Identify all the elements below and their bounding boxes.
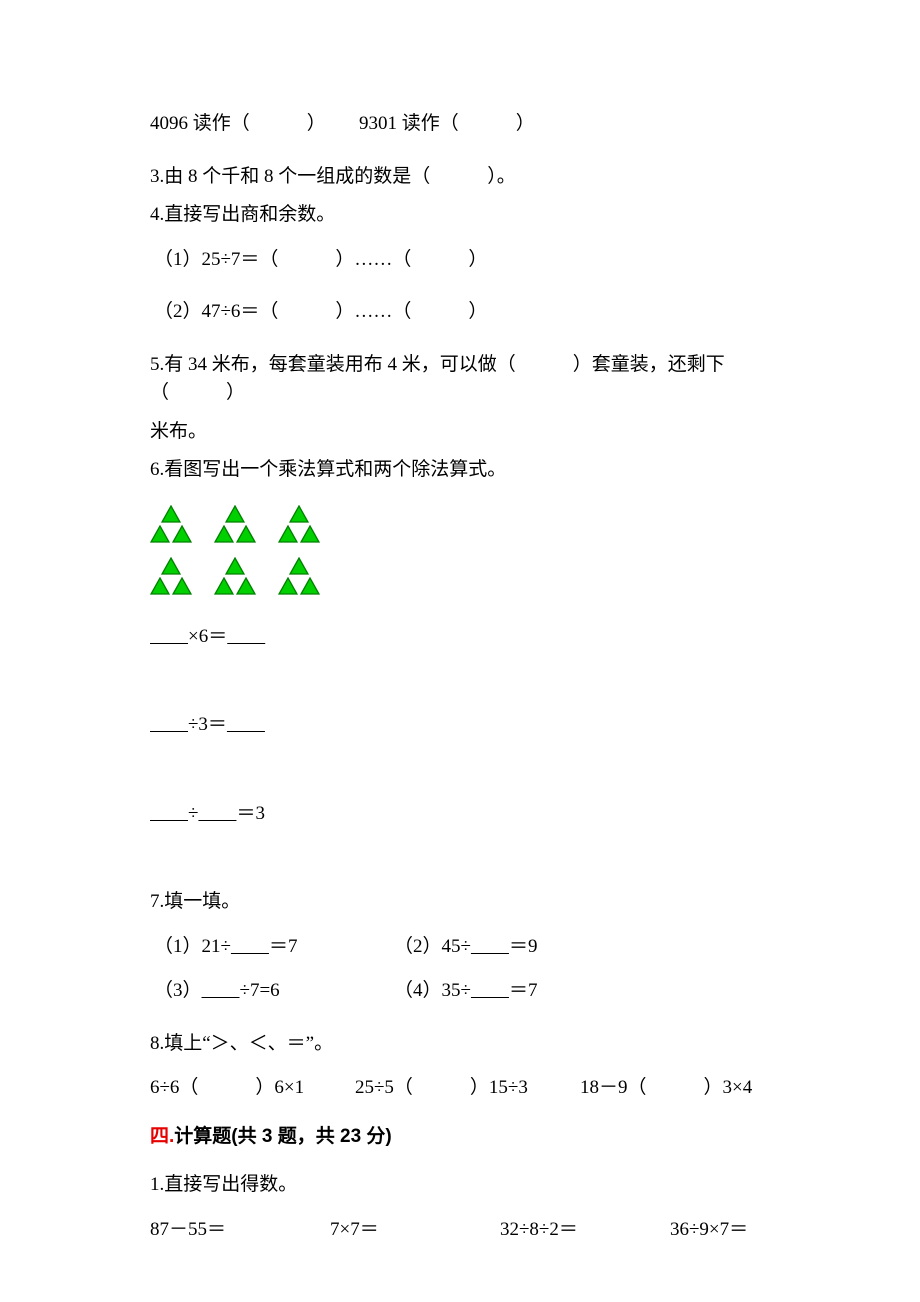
q7-title: 7.填一填。 — [150, 888, 770, 917]
c1-c: 32÷8÷2＝ — [500, 1216, 670, 1245]
text: ÷3＝ — [188, 714, 227, 735]
q7-row2: （3） ÷7=6 （4）35÷ ＝7 — [150, 977, 770, 1006]
triangle-icon — [289, 557, 309, 575]
triangle-figure — [150, 505, 770, 595]
triangle-icon — [225, 557, 245, 575]
blank — [150, 714, 188, 735]
q5-l2: 米布。 — [150, 418, 770, 447]
q7-a: （1）21÷ ＝7 — [154, 933, 394, 962]
q8-a: 6÷6（ ）6×1 — [150, 1074, 355, 1103]
blank — [471, 980, 509, 1001]
q4-a: （1）25÷7＝（ ）……（ ） — [150, 246, 770, 275]
triangle-icon — [172, 577, 192, 595]
triangle-group — [150, 505, 192, 543]
text: ＝7 — [269, 936, 298, 957]
c1-a: 87－55＝ — [150, 1216, 330, 1245]
text: ×6＝ — [188, 626, 227, 647]
section-num: 四. — [150, 1126, 174, 1147]
text: （3） — [154, 980, 202, 1001]
q6-eq1: ×6＝ — [150, 623, 770, 652]
text: （1）21÷ — [154, 936, 231, 957]
triangle-icon — [300, 577, 320, 595]
text: （2）45÷ — [394, 936, 471, 957]
blank — [471, 936, 509, 957]
q7-c: （3） ÷7=6 — [154, 977, 394, 1006]
q7-b: （2）45÷ ＝9 — [394, 933, 537, 962]
blank — [227, 626, 265, 647]
q8-c: 18－9（ ）3×4 — [580, 1074, 752, 1103]
triangle-group — [278, 557, 320, 595]
q5-l1: 5.有 34 米布，每套童装用布 4 米，可以做（ ）套童装，还剩下（ ） — [150, 351, 770, 408]
triangle-icon — [214, 577, 234, 595]
triangle-group — [150, 557, 192, 595]
triangle-icon — [278, 525, 298, 543]
section-4-title: 四.计算题(共 3 题，共 23 分) — [150, 1123, 770, 1152]
q7-row1: （1）21÷ ＝7 （2）45÷ ＝9 — [150, 933, 770, 962]
q6-eq3: ÷ ＝3 — [150, 800, 770, 829]
q6-title: 6.看图写出一个乘法算式和两个除法算式。 — [150, 456, 770, 485]
blank — [198, 803, 236, 824]
triangle-icon — [150, 577, 170, 595]
blank — [150, 626, 188, 647]
text: ＝3 — [236, 803, 265, 824]
text: ＝9 — [509, 936, 538, 957]
q-top-line: 4096 读作（ ） 9301 读作（ ） — [150, 110, 770, 139]
q8-title: 8.填上“＞、＜、＝”。 — [150, 1030, 770, 1059]
triangle-icon — [236, 577, 256, 595]
text: ＝7 — [509, 980, 538, 1001]
triangle-icon — [300, 525, 320, 543]
text: ÷7=6 — [240, 980, 280, 1001]
section-text: 计算题(共 3 题，共 23 分) — [174, 1126, 391, 1147]
c1-d: 36÷9×7＝ — [670, 1216, 748, 1245]
triangle-icon — [150, 525, 170, 543]
c1-b: 7×7＝ — [330, 1216, 500, 1245]
q4-b: （2）47÷6＝（ ）……（ ） — [150, 298, 770, 327]
tri-row-1 — [150, 505, 770, 543]
triangle-icon — [214, 525, 234, 543]
triangle-icon — [161, 505, 181, 523]
triangle-icon — [161, 557, 181, 575]
text: ÷ — [188, 803, 198, 824]
q8-row: 6÷6（ ）6×1 25÷5（ ）15÷3 18－9（ ）3×4 — [150, 1074, 770, 1103]
triangle-icon — [225, 505, 245, 523]
q6-eq2: ÷3＝ — [150, 711, 770, 740]
blank — [231, 936, 269, 957]
triangle-icon — [278, 577, 298, 595]
triangle-icon — [172, 525, 192, 543]
blank — [202, 980, 240, 1001]
c1-title: 1.直接写出得数。 — [150, 1171, 770, 1200]
triangle-icon — [236, 525, 256, 543]
q8-b: 25÷5（ ）15÷3 — [355, 1074, 580, 1103]
triangle-group — [214, 505, 256, 543]
text: （4）35÷ — [394, 980, 471, 1001]
blank — [150, 803, 188, 824]
triangle-group — [214, 557, 256, 595]
q3: 3.由 8 个千和 8 个一组成的数是（ ）。 — [150, 163, 770, 192]
blank — [227, 714, 265, 735]
q4-title: 4.直接写出商和余数。 — [150, 201, 770, 230]
tri-row-2 — [150, 557, 770, 595]
q7-d: （4）35÷ ＝7 — [394, 977, 537, 1006]
c1-row: 87－55＝ 7×7＝ 32÷8÷2＝ 36÷9×7＝ — [150, 1216, 770, 1245]
triangle-icon — [289, 505, 309, 523]
triangle-group — [278, 505, 320, 543]
